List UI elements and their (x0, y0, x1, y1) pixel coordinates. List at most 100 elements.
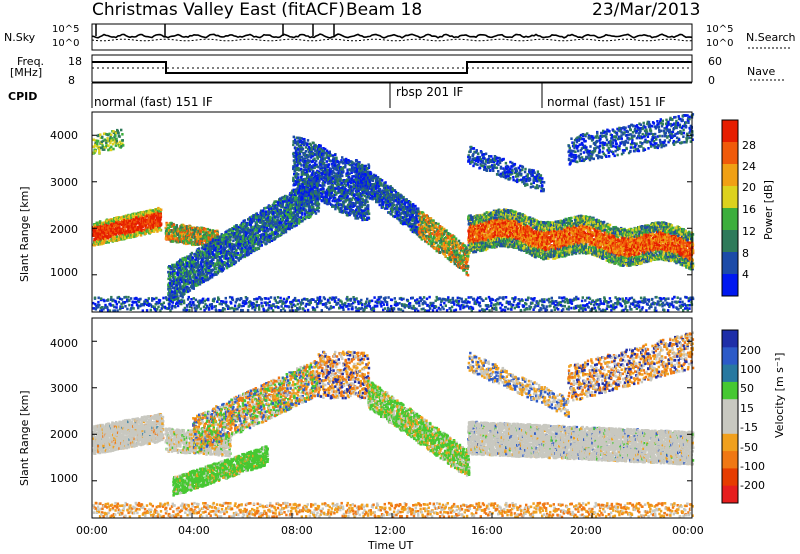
power-ytick-2000: 2000 (50, 223, 78, 236)
scatter-cell (315, 159, 318, 163)
scatter-cell (334, 153, 337, 157)
scatter-cell (234, 260, 237, 264)
velocity-cbar-tick-neg200: -200 (740, 479, 765, 492)
xtick-0800: 08:00 (281, 524, 313, 537)
scatter-cell (139, 223, 142, 226)
xtick-1200: 12:00 (374, 524, 406, 537)
scatter-cell (97, 139, 100, 143)
scatter-cell (325, 160, 328, 163)
nsearch-tick-bottom: 10^0 (706, 38, 733, 49)
scatter-cell (97, 229, 100, 233)
scatter-cell (176, 273, 179, 276)
scatter-cell (256, 234, 259, 237)
scatter-cell (188, 289, 192, 292)
scatter-cell (331, 184, 334, 187)
scatter-cell (249, 247, 252, 250)
scatter-cell (322, 154, 325, 157)
xtick-2000: 20:00 (570, 524, 602, 537)
scatter-cell (333, 189, 336, 193)
scatter-cell (314, 212, 318, 215)
scatter-cell (286, 195, 289, 199)
scatter-cell (229, 238, 232, 242)
scatter-cell (254, 232, 257, 235)
scatter-cell (260, 244, 263, 247)
date-label: 23/Mar/2013 (592, 0, 700, 20)
nsearch-label: N.Search (746, 31, 796, 44)
scatter-cell (317, 202, 320, 206)
cpid-mode-2: rbsp 201 IF (396, 85, 463, 99)
scatter-cell (198, 247, 201, 250)
scatter-cell (235, 248, 238, 252)
scatter-cell (223, 261, 226, 264)
scatter-cell (110, 145, 113, 149)
scatter-cell (112, 147, 115, 151)
scatter-cell (121, 133, 124, 136)
power-cbar-tick-28: 28 (742, 139, 756, 152)
scatter-cell (217, 245, 220, 249)
scatter-cell (311, 146, 314, 149)
scatter-cell (101, 135, 104, 139)
scatter-cell (220, 251, 223, 255)
scatter-cell (301, 212, 304, 215)
velocity-cbar-tick-neg15: -15 (740, 421, 758, 434)
cpid-label: CPID (8, 90, 37, 103)
nsky-tick-bottom: 10^0 (52, 38, 79, 49)
scatter-cell (93, 231, 97, 234)
scatter-cell (227, 260, 230, 263)
scatter-cell (106, 137, 109, 140)
scatter-cell (188, 275, 192, 278)
scatter-cell (96, 142, 99, 146)
scatter-cell (107, 144, 110, 147)
scatter-cell (304, 146, 308, 149)
scatter-cell (323, 184, 326, 187)
scatter-cell (191, 256, 195, 260)
nsky-trace (91, 33, 693, 39)
scatter-cell (96, 232, 99, 235)
scatter-cell (269, 216, 272, 220)
scatter-cell (209, 264, 212, 268)
scatter-cell (171, 237, 175, 241)
power-panel (91, 111, 695, 313)
cpid-mode-1: normal (fast) 151 IF (94, 95, 213, 109)
beam-label: Beam 18 (346, 0, 422, 20)
scatter-cell (265, 242, 268, 245)
velocity-cbar-tick-100: 100 (740, 363, 761, 376)
scatter-cell (296, 212, 299, 216)
velocity-cbar-tick-50: 50 (740, 382, 754, 395)
scatter-cell (306, 142, 309, 146)
scatter-cell (173, 272, 176, 275)
scatter-cell (190, 238, 193, 242)
scatter-cell (169, 276, 172, 279)
scatter-cell (120, 128, 123, 132)
velocity-ytick-4000: 4000 (50, 337, 78, 350)
scatter-cell (205, 270, 208, 273)
scatter-cell (172, 223, 175, 226)
scatter-cell (159, 223, 163, 226)
scatter-cell (329, 154, 332, 157)
scatter-cell (278, 225, 281, 229)
scatter-cell (112, 236, 115, 239)
scatter-cell (313, 157, 316, 161)
scatter-cell (190, 251, 194, 255)
scatter-cell (118, 135, 121, 138)
scatter-cell (114, 134, 117, 137)
scatter-cell (277, 216, 280, 219)
scatter-cell (239, 257, 242, 260)
scatter-cell (159, 214, 162, 217)
scatter-cell (318, 179, 321, 183)
scatter-cell (95, 237, 98, 241)
scatter-cell (310, 182, 313, 186)
scatter-cell (306, 139, 310, 142)
scatter-cell (292, 135, 295, 139)
scatter-cell (97, 239, 100, 243)
scatter-cell (319, 144, 322, 148)
nsky-label: N.Sky (4, 31, 35, 44)
scatter-cell (117, 131, 120, 135)
scatter-cell (317, 206, 321, 210)
scatter-cell (292, 152, 295, 156)
scatter-cell (307, 184, 310, 187)
cpid-panel (91, 82, 692, 108)
scatter-cell (299, 167, 303, 171)
scatter-cell (243, 219, 246, 222)
